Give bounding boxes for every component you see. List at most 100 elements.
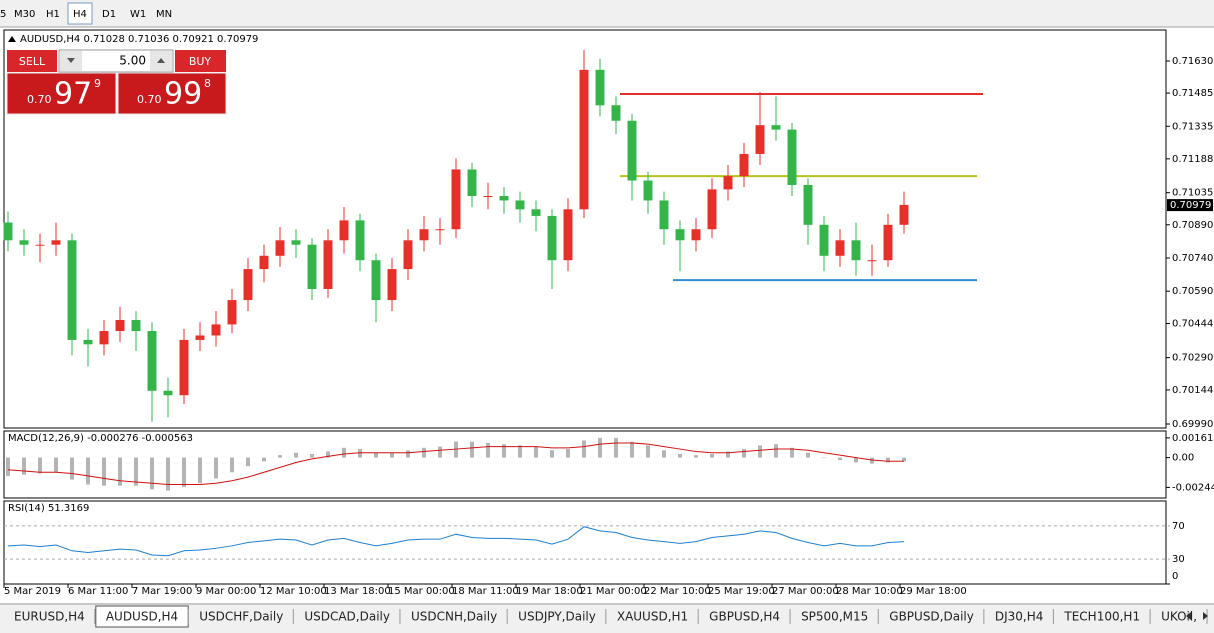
candle-body	[867, 260, 877, 262]
macd-bar	[278, 455, 282, 458]
tab[interactable]	[189, 606, 294, 627]
tab[interactable]	[879, 606, 984, 627]
y-tick-label: 30	[1172, 554, 1185, 565]
timeframe-button[interactable]: W1	[130, 9, 146, 20]
macd-bar	[166, 457, 170, 491]
tab-label[interactable]: EURUSD,H4	[14, 610, 85, 624]
sell-button[interactable]	[7, 50, 57, 72]
candle-body	[803, 184, 813, 225]
x-tick-label: 13 Mar 18:00	[324, 586, 391, 597]
ask-box[interactable]	[117, 72, 227, 115]
x-tick-label: 22 Mar 10:00	[644, 586, 711, 597]
candle-body	[227, 300, 237, 325]
y-tick-label: 0.71335	[1172, 121, 1213, 132]
macd-bar	[678, 453, 682, 458]
ask-prefix: 0.70	[137, 93, 162, 106]
tab-label[interactable]: USDCHF,Daily	[199, 610, 283, 624]
tab[interactable]	[294, 606, 400, 627]
tab[interactable]	[984, 606, 1054, 627]
candle-body	[771, 125, 781, 130]
macd-bar	[230, 457, 234, 473]
macd-bar	[582, 440, 586, 458]
macd-bar	[22, 457, 26, 475]
candle-body	[595, 69, 605, 106]
timeframe-button[interactable]: 5	[0, 9, 6, 20]
macd-bar	[598, 438, 602, 458]
bid-box[interactable]	[6, 72, 117, 115]
candle-body	[323, 240, 333, 289]
tab[interactable]	[606, 606, 699, 627]
tab[interactable]	[508, 606, 606, 627]
tab-scroll-left[interactable]	[1186, 612, 1191, 620]
candle-body	[259, 255, 269, 270]
one-click-panel: SELL 5.00 BUY 0.70 97 9 0.70 99 8	[6, 49, 227, 115]
candle-body	[899, 204, 909, 225]
tab-label[interactable]: GBPUSD,H4	[709, 610, 780, 624]
tab-scroll-right[interactable]	[1203, 612, 1208, 620]
tab[interactable]	[791, 606, 879, 627]
buy-button[interactable]	[175, 50, 226, 72]
sell-label[interactable]: SELL	[19, 55, 46, 68]
macd-bar	[262, 457, 266, 462]
macd-bar	[710, 453, 714, 458]
timeframe-button[interactable]: H4	[73, 9, 87, 20]
macd-bar	[326, 451, 330, 458]
tab-label[interactable]: GBPUSD,Daily	[889, 610, 974, 624]
macd-bar	[102, 457, 106, 486]
y-tick-label: -0.002443	[1172, 482, 1214, 493]
macd-bar	[534, 446, 538, 458]
candle-body	[291, 240, 301, 245]
candle-body	[883, 224, 893, 261]
tab-label[interactable]: DJ30,H4	[995, 610, 1044, 624]
lot-input[interactable]	[58, 49, 174, 73]
macd-bar	[374, 452, 378, 458]
tab-label[interactable]: USDCNH,Daily	[411, 610, 497, 624]
tab[interactable]	[4, 606, 95, 627]
tab-label[interactable]: TECH100,H1	[1063, 610, 1140, 624]
candle-body	[707, 189, 717, 230]
macd-bar	[134, 457, 138, 486]
macd-bar	[774, 444, 778, 458]
candle-body	[83, 339, 93, 345]
tab[interactable]	[1151, 606, 1208, 627]
tab-label[interactable]: SP500,M15	[801, 610, 868, 624]
candle-body	[755, 125, 765, 154]
macd-bar	[550, 450, 554, 458]
macd-bar	[854, 457, 858, 463]
macd-bar	[70, 457, 74, 480]
tab[interactable]	[400, 606, 508, 627]
candle-body	[563, 209, 573, 261]
candle-body	[659, 200, 669, 230]
candle-body	[627, 120, 637, 181]
tab-label[interactable]: AUDUSD,H4	[106, 610, 178, 624]
tab-label[interactable]: USDJPY,Daily	[518, 610, 596, 624]
timeframe-button[interactable]: H1	[46, 9, 60, 20]
macd-bar	[694, 455, 698, 458]
collapse-arrow[interactable]	[8, 36, 16, 42]
timeframe-button[interactable]: D1	[102, 9, 116, 20]
tab-label[interactable]: XAUUSD,H1	[617, 610, 688, 624]
x-tick-label: 27 Mar 00:00	[772, 586, 839, 597]
timeframe-button[interactable]: MN	[156, 9, 172, 20]
toolbar	[0, 0, 1214, 27]
buy-label[interactable]: BUY	[189, 55, 212, 68]
x-tick-label: 7 Mar 19:00	[132, 586, 192, 597]
macd-bar	[182, 457, 186, 487]
candle-body	[99, 331, 109, 345]
tab-label[interactable]: USDCAD,Daily	[304, 610, 390, 624]
macd-bar	[518, 445, 522, 458]
macd-bar	[38, 457, 42, 474]
candle-body	[643, 180, 653, 201]
candle-body	[275, 240, 285, 256]
tab[interactable]	[1054, 606, 1151, 627]
y-tick-label: 0	[1172, 571, 1178, 582]
candle-body	[851, 240, 861, 261]
tab[interactable]	[699, 606, 791, 627]
rsi-panel	[3, 500, 1167, 585]
lot-value[interactable]: 5.00	[119, 54, 146, 68]
candle-body	[339, 220, 349, 241]
candle-body	[371, 260, 381, 301]
timeframe-button[interactable]: M30	[14, 9, 35, 20]
tab-label[interactable]: UKOil,	[1161, 610, 1197, 624]
